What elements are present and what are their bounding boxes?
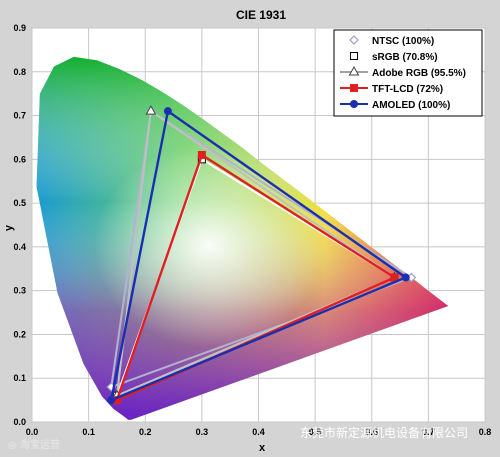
marker-square — [350, 52, 358, 60]
watermark-left: ◎ 淘宝运营 — [8, 440, 60, 451]
x-tick-label: 0.5 — [309, 427, 322, 437]
marker-circle — [401, 273, 410, 282]
legend-label: NTSC (100%) — [372, 36, 434, 47]
series-group — [106, 105, 417, 405]
x-tick-label: 0.2 — [139, 427, 152, 437]
legend-item: Adobe RGB (95.5%) — [340, 65, 466, 79]
y-tick-label: 0.2 — [13, 329, 26, 339]
chart-title: CIE 1931 — [236, 8, 286, 22]
series-4 — [107, 107, 410, 405]
series-triangle — [109, 109, 409, 403]
legend: NTSC (100%) sRGB (70.8%) Adobe RGB (95.5%)… — [333, 29, 483, 117]
locus-white-point — [36, 56, 449, 420]
x-axis-label: x — [259, 442, 266, 454]
y-tick-label: 0.5 — [13, 198, 26, 208]
marker-square-filled — [350, 84, 358, 92]
marker-square-filled — [197, 150, 206, 159]
y-tick-label: 0.9 — [13, 23, 26, 33]
x-tick-label: 0.1 — [82, 427, 95, 437]
marker-circle — [107, 396, 116, 405]
x-tick-label: 0.7 — [422, 427, 435, 437]
x-tick-label: 0.8 — [479, 427, 492, 437]
y-tick-label: 0.8 — [13, 67, 26, 77]
watermark-text: 东莞市新定源机电设备有限公司 — [300, 426, 469, 440]
marker-circle — [163, 107, 172, 116]
legend-label: TFT-LCD (72%) — [372, 84, 443, 95]
y-axis-label: y — [3, 224, 15, 231]
x-tick-label: 0.3 — [196, 427, 209, 437]
y-tick-label: 0.6 — [13, 154, 26, 164]
series-triangle — [110, 109, 414, 389]
y-tick-label: 0.1 — [13, 373, 26, 383]
x-tick-label: 0.6 — [365, 427, 378, 437]
marker-triangle — [145, 105, 157, 115]
marker-diamond — [349, 35, 359, 45]
y-tick-label: 0.3 — [13, 286, 26, 296]
legend-item: sRGB (70.8%) — [350, 52, 438, 63]
spectral-locus — [36, 56, 449, 420]
marker-triangle — [348, 65, 360, 76]
series-triangle — [115, 109, 397, 398]
x-tick-label: 0.4 — [252, 427, 265, 437]
axis-ticks: 0.0 0.1 0.2 0.3 0.4 0.5 0.6 0.7 0.8 0.0 0.1 0.2 0.3 0… — [13, 23, 491, 437]
y-tick-label: 0.4 — [13, 242, 26, 252]
marker-circle — [350, 100, 358, 108]
legend-label: Adobe RGB (95.5%) — [372, 68, 466, 79]
legend-label: sRGB (70.8%) — [372, 52, 438, 63]
legend-item: NTSC (100%) — [349, 35, 434, 47]
legend-item: TFT-LCD (72%) — [340, 84, 443, 95]
legend-label: AMOLED (100%) — [372, 100, 450, 111]
y-tick-label: 0.7 — [13, 111, 26, 121]
x-tick-label: 0.0 — [26, 427, 39, 437]
legend-item: AMOLED (100%) — [340, 100, 450, 111]
y-tick-label: 0.0 — [13, 417, 26, 427]
